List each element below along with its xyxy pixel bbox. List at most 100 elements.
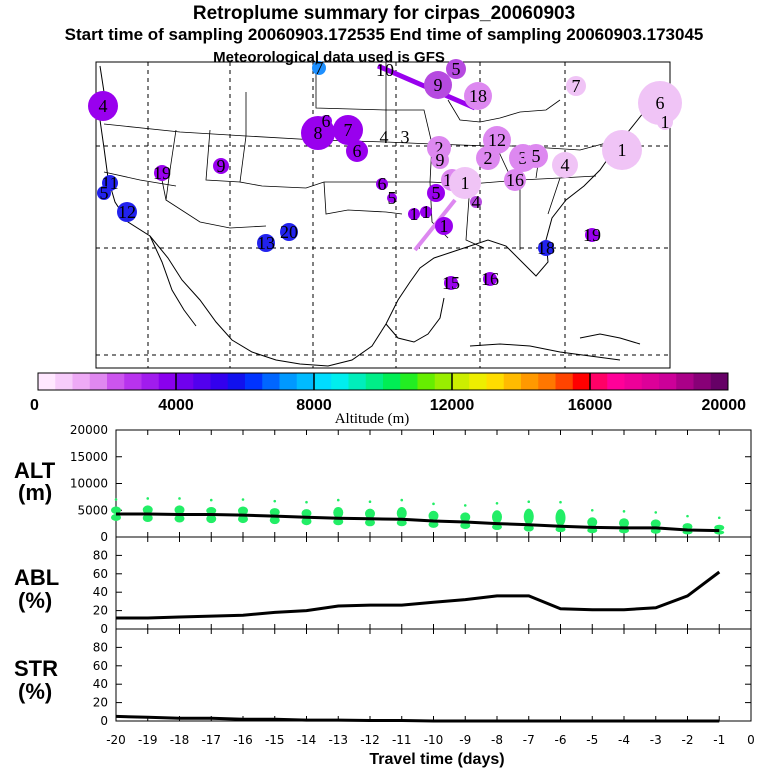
colorbar-tick-label: 0 <box>30 397 39 414</box>
map-marker-label: 1 <box>661 112 670 132</box>
map-marker-label: 1 <box>461 173 470 193</box>
map-marker <box>320 115 332 127</box>
alt-outlier <box>114 498 118 501</box>
colorbar-swatch <box>503 373 522 390</box>
map-marker-label: 12 <box>488 130 506 150</box>
map-marker <box>638 81 682 125</box>
y-tick-label: 40 <box>93 585 108 599</box>
map-marker <box>449 167 481 199</box>
map-marker-label: 16 <box>481 269 499 289</box>
map-marker-label: 19 <box>153 163 171 183</box>
y-tick-label: 15000 <box>70 450 108 464</box>
alt-spread-upper <box>301 509 312 518</box>
map-marker-label: 4 <box>472 192 481 212</box>
colorbar-tick-label: 8000 <box>296 397 332 414</box>
map-marker-label: 6 <box>378 174 387 194</box>
x-tick-label: -10 <box>424 733 444 747</box>
y-tick-label: 0 <box>100 622 108 636</box>
alt-outlier <box>336 498 340 502</box>
map-marker <box>257 234 275 252</box>
map-marker-label: 1 <box>618 140 627 160</box>
abl-line <box>116 570 721 620</box>
alt-spread-upper <box>555 509 566 527</box>
alt-spread-upper <box>619 518 629 528</box>
coastlines <box>99 65 671 367</box>
map-marker-label: 15 <box>442 273 460 293</box>
map-marker <box>566 76 586 96</box>
y-tick-label: 20 <box>93 696 108 710</box>
alt-spread-lower <box>365 518 375 527</box>
map-marker <box>585 228 599 242</box>
alt-spread-lower <box>333 518 344 526</box>
alt-spread-upper <box>111 506 121 514</box>
map-marker-label: 19 <box>583 225 601 245</box>
plume-track-south <box>413 198 457 252</box>
sampling-times: Start time of sampling 20060903.172535 E… <box>64 25 704 44</box>
map-marker <box>483 272 497 286</box>
x-tick-label: -11 <box>392 733 412 747</box>
alt-label: ALT <box>14 458 56 483</box>
colorbar-label: Altitude (m) <box>335 411 410 427</box>
map-marker-label: 7 <box>315 58 324 78</box>
alt-axis: 0 5000 10000 15000 20000 <box>70 423 752 544</box>
y-tick-label: 40 <box>93 677 108 691</box>
alt-spread-lower <box>142 513 153 523</box>
alt-spread-lower <box>269 516 280 525</box>
alt-outlier <box>400 498 404 502</box>
alt-spread-upper <box>333 507 344 519</box>
colorbar-swatches <box>38 373 729 390</box>
str-unit: (%) <box>18 679 52 704</box>
map-marker-label: 9 <box>217 156 226 176</box>
colorbar-swatch <box>383 373 401 390</box>
map-marker <box>424 71 452 99</box>
alt-spread-upper <box>206 507 217 515</box>
colorbar-swatch <box>400 373 418 390</box>
map-marker <box>552 152 578 178</box>
str-label: STR <box>14 656 58 681</box>
y-tick-label: 80 <box>93 640 108 654</box>
abl-unit: (%) <box>18 588 52 613</box>
alt-outlier <box>717 516 721 520</box>
alt-outlier <box>527 500 531 503</box>
x-tick-label: -9 <box>459 733 471 747</box>
map-gridlines <box>96 62 670 368</box>
alt-spread-upper <box>428 510 439 521</box>
alt-outlier <box>622 510 626 513</box>
alt-spread-lower <box>396 519 407 527</box>
map-marker <box>376 178 388 190</box>
map-marker-label: 6 <box>322 111 331 131</box>
colorbar-swatch <box>210 373 229 390</box>
map-marker <box>117 202 137 222</box>
alt-spread-upper <box>238 506 248 516</box>
map-marker-label: 4 <box>561 155 570 175</box>
map-marker-label: 1 <box>422 202 431 222</box>
map-marker-label: 7 <box>344 120 353 140</box>
x-tick-label: -15 <box>265 733 285 747</box>
map-marker-label: 13 <box>257 233 275 253</box>
alt-spread-lower <box>238 515 248 524</box>
colorbar-swatch <box>641 373 660 390</box>
y-tick-label: 5000 <box>77 503 108 517</box>
map-marker-label: 4 <box>99 96 108 116</box>
abl-axis: 0 20 40 60 80 <box>93 537 752 636</box>
map-marker <box>280 223 298 241</box>
alt-outlier <box>178 497 181 500</box>
alt-outlier <box>368 500 372 503</box>
colorbar-swatch <box>72 373 91 390</box>
y-tick-label: 20000 <box>70 423 108 437</box>
map-marker-label: 2 <box>435 138 444 158</box>
x-tick-label: -14 <box>297 733 317 747</box>
alt-median-line <box>116 512 720 533</box>
map-marker <box>154 165 170 181</box>
map-marker-label: 1 <box>440 216 449 236</box>
str-panel: STR (%) 0 20 40 60 80 <box>14 628 752 728</box>
colorbar-ticks: 0 4000 8000 12000 16000 20000 <box>30 373 746 414</box>
colorbar-tick-label: 16000 <box>568 397 613 414</box>
x-tick-label: -16 <box>233 733 253 747</box>
x-tick-label: -3 <box>650 733 662 747</box>
map-marker-label: 3 <box>401 127 410 147</box>
colorbar-swatch <box>590 373 608 390</box>
colorbar-swatch <box>331 373 349 390</box>
map-marker <box>657 114 673 130</box>
x-tick-label: -4 <box>618 733 630 747</box>
